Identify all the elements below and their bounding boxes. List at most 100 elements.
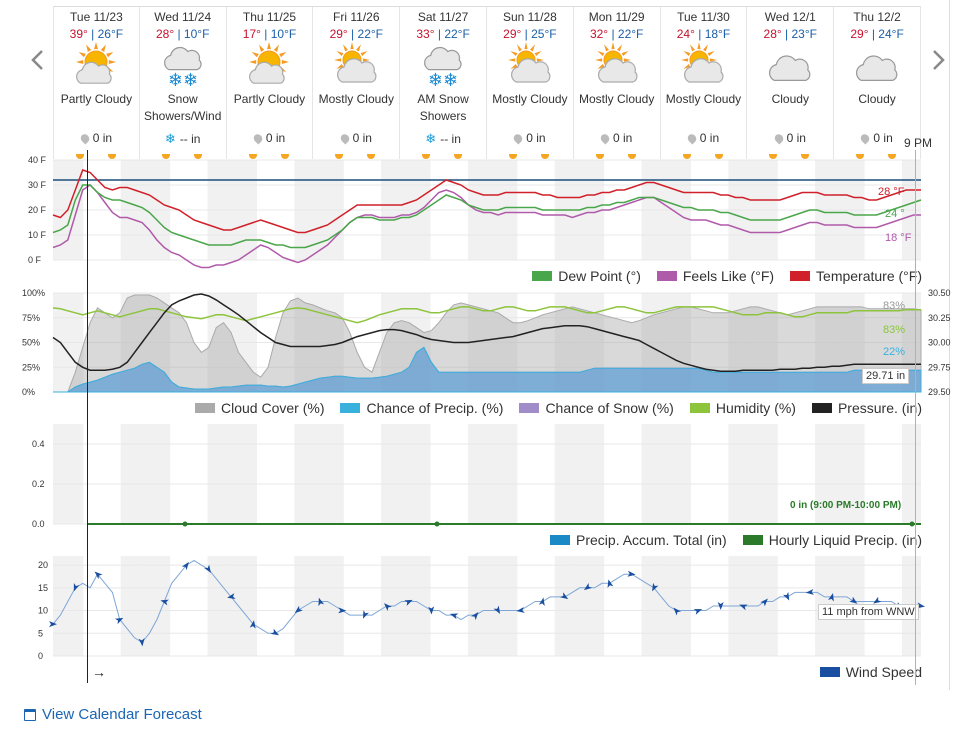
day-column[interactable]: Thu 12/2 29° | 24°F Cloudy 0 in bbox=[834, 7, 921, 159]
sun-marker-icon bbox=[627, 154, 636, 159]
day-column[interactable]: Tue 11/30 24° | 18°F Mostly Cloudy 0 in bbox=[661, 7, 748, 159]
day-icon-wrap: ❄❄ bbox=[400, 41, 486, 91]
wind-direction-arrow-icon bbox=[538, 597, 545, 606]
wind-axis-tick: 10 bbox=[38, 606, 48, 616]
precip-amount: 0 in bbox=[873, 131, 893, 145]
legend-swatch bbox=[195, 403, 215, 413]
day-date: Tue 11/30 bbox=[677, 10, 730, 24]
pressure-axis-tick: 29.50 bbox=[928, 387, 951, 397]
partly-cloudy-icon bbox=[249, 42, 290, 84]
legend-item-accum[interactable]: Precip. Accum. Total (in) bbox=[550, 532, 727, 548]
low-temp: 18°F bbox=[704, 27, 731, 41]
mostly-cloudy-icon bbox=[507, 42, 551, 83]
wind-axis-tick: 15 bbox=[38, 583, 48, 593]
day-column[interactable]: Sat 11/27 33° | 22°F ❄❄ AM Snow Showers ❄ -- … bbox=[400, 7, 487, 159]
legend-item-wind[interactable]: Wind Speed bbox=[819, 664, 922, 680]
legend-swatch bbox=[656, 271, 677, 281]
temp-axis-tick: 20 F bbox=[28, 205, 47, 215]
wind-speed-chart[interactable]: 20 15 10 5 0 11 mph from WNW Wind Speed bbox=[0, 552, 968, 686]
feels-like-end-label: 18 °F bbox=[885, 232, 912, 244]
cursor-arrow: → bbox=[92, 664, 106, 680]
pressure-axis-tick: 30.25 bbox=[928, 313, 951, 323]
wind-direction-arrow-icon bbox=[516, 606, 525, 613]
legend-item-precip-chance[interactable]: Chance of Precip. (%) bbox=[340, 400, 503, 416]
wind-direction-arrow-icon bbox=[294, 605, 303, 614]
day-column[interactable]: Wed 12/1 28° | 23°F Cloudy 0 in bbox=[747, 7, 835, 159]
temp-separator: | bbox=[608, 27, 618, 41]
sunrise-sunset-markers bbox=[313, 154, 399, 160]
day-condition: Mostly Cloudy bbox=[665, 92, 742, 106]
wind-direction-arrow-icon bbox=[49, 621, 57, 628]
legend-item-temperature[interactable]: Temperature (°F) bbox=[790, 268, 922, 284]
legend-swatch bbox=[811, 403, 832, 413]
mostly-cloudy-icon bbox=[594, 42, 638, 83]
wind-direction-arrow-icon bbox=[138, 638, 145, 647]
raindrop-icon bbox=[598, 132, 612, 145]
precip-amount: 0 in bbox=[265, 131, 286, 145]
day-date: Sat 11/27 bbox=[417, 10, 469, 24]
day-date: Mon 11/29 bbox=[588, 10, 645, 24]
precip-amount: 0 in bbox=[613, 131, 633, 145]
day-column[interactable]: Wed 11/24 28° | 10°F ❄❄ Snow Showers/Wind ❄ -… bbox=[140, 7, 227, 159]
raindrop-icon bbox=[78, 132, 91, 145]
dew-point-line bbox=[52, 184, 922, 249]
day-date: Fri 11/26 bbox=[333, 10, 380, 24]
wind-direction-arrow-icon bbox=[717, 602, 724, 610]
raindrop-icon bbox=[338, 132, 351, 145]
temperature-chart[interactable]: 40 F 30 F 20 F 10 F 0 F 28 °F 24 ° 18 °F Dew Poi… bbox=[0, 150, 968, 288]
day-column[interactable]: Mon 11/29 32° | 22°F Mostly Cloudy 0 in bbox=[574, 7, 661, 159]
day-column[interactable]: Sun 11/28 29° | 25°F Mostly Cloudy 0 in bbox=[487, 7, 574, 159]
legend-item-humidity[interactable]: Humidity (%) bbox=[689, 400, 796, 416]
sunrise-sunset-markers bbox=[574, 154, 660, 160]
pressure-line bbox=[52, 293, 921, 372]
raindrop-icon bbox=[859, 132, 872, 145]
previous-days-arrow[interactable] bbox=[28, 48, 48, 72]
sun-marker-icon bbox=[856, 154, 865, 159]
day-column[interactable]: Tue 11/23 39° | 26°F Partly Cloudy 0 in bbox=[53, 7, 140, 159]
temperature-line bbox=[52, 169, 921, 234]
day-date: Tue 11/23 bbox=[70, 10, 123, 24]
sun-marker-icon bbox=[714, 154, 723, 159]
sun-marker-icon bbox=[801, 154, 810, 159]
legend-item-snow-chance[interactable]: Chance of Snow (%) bbox=[519, 400, 674, 416]
high-temp: 28° bbox=[155, 27, 175, 41]
sun-marker-icon bbox=[682, 154, 691, 159]
hover-cursor-line bbox=[87, 150, 88, 683]
view-calendar-forecast-link[interactable]: View Calendar Forecast bbox=[24, 706, 202, 723]
sunrise-sunset-markers bbox=[834, 154, 920, 160]
day-column[interactable]: Thu 11/25 17° | 10°F Partly Cloudy 0 in bbox=[227, 7, 314, 159]
next-days-arrow[interactable] bbox=[928, 48, 948, 72]
wind-direction-arrow-icon bbox=[270, 628, 280, 636]
raindrop-icon bbox=[685, 132, 698, 145]
day-temps: 39° | 26°F bbox=[54, 27, 139, 41]
legend-item-feels-like[interactable]: Feels Like (°F) bbox=[656, 268, 774, 284]
wind-direction-arrow-icon bbox=[782, 591, 790, 601]
pressure-axis-tick: 30.50 bbox=[928, 288, 951, 298]
day-temps: 28° | 10°F bbox=[140, 27, 226, 41]
legend-label: Wind Speed bbox=[845, 664, 922, 680]
humidity-end-label: 83% bbox=[883, 324, 906, 336]
day-temps: 29° | 22°F bbox=[313, 27, 399, 41]
mostly-cloudy-icon bbox=[681, 42, 724, 83]
legend-label: Temperature (°F) bbox=[816, 268, 922, 284]
percent-axis-tick: 0% bbox=[22, 387, 35, 397]
legend-item-dew-point[interactable]: Dew Point (°) bbox=[532, 268, 641, 284]
legend-item-cloud-cover[interactable]: Cloud Cover (%) bbox=[195, 400, 324, 416]
precip-chance-end-label: 22% bbox=[883, 346, 906, 358]
legend-item-hourly-liquid[interactable]: Hourly Liquid Precip. (in) bbox=[742, 532, 922, 548]
temp-separator: | bbox=[868, 27, 879, 41]
day-date: Sun 11/28 bbox=[502, 10, 557, 24]
percent-axis-tick: 75% bbox=[22, 313, 40, 323]
precipitation-chart[interactable]: 0.4 0.2 0.0 0 in (9:00 PM-10:00 PM) Precip. … bbox=[0, 420, 968, 552]
legend-swatch bbox=[550, 535, 571, 545]
legend-item-pressure[interactable]: Pressure. (in) bbox=[811, 400, 922, 416]
cloud-humidity-pressure-chart[interactable]: 100% 30.50 75% 30.25 50% 30.00 25% 29.75 0% 29.50… bbox=[0, 284, 968, 420]
precip-axis-tick: 0.0 bbox=[32, 519, 45, 529]
precip-amount: 0 in bbox=[699, 131, 720, 145]
day-precip: 0 in bbox=[487, 131, 573, 145]
wind-direction-arrow-icon bbox=[673, 607, 682, 616]
day-column[interactable]: Fri 11/26 29° | 22°F Mostly Cloudy 0 in bbox=[313, 7, 401, 160]
legend-label: Chance of Snow (%) bbox=[545, 400, 674, 416]
wind-direction-arrow-icon bbox=[449, 613, 459, 620]
legend-label: Cloud Cover (%) bbox=[221, 400, 325, 416]
